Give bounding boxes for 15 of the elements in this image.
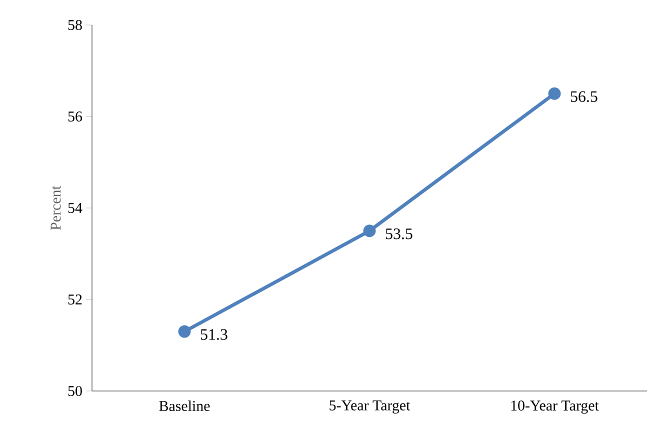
data-label: 53.5 [386, 228, 412, 240]
point [363, 224, 376, 238]
y-axis-title: Percent [50, 186, 61, 230]
x-tick-label: 10-Year Target [511, 400, 599, 414]
y-tick-label: 52 [68, 294, 82, 305]
x-tick-label: 5-Year Target [330, 400, 410, 414]
data-label: 51.3 [200, 329, 228, 340]
point [548, 87, 561, 100]
y-tick-label: 50 [68, 386, 82, 396]
data-label: 56.5 [570, 91, 598, 102]
y-tick-label: 56 [68, 111, 82, 122]
x-tick-label: Baseline [159, 400, 210, 412]
y-tick-label: 54 [68, 203, 82, 213]
point [178, 325, 191, 338]
y-tick-label: 58 [68, 20, 82, 30]
